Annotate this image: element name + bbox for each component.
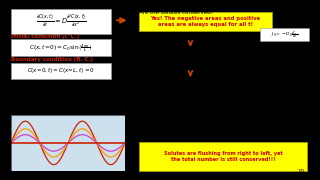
FancyBboxPatch shape — [11, 39, 111, 57]
FancyBboxPatch shape — [11, 9, 111, 33]
FancyBboxPatch shape — [260, 28, 309, 42]
Text: Solutes are flushing from right to left, yet
the total number is still conserved: Solutes are flushing from right to left,… — [164, 151, 282, 162]
Text: $J_0=-D_0\frac{\partial C_0}{\partial x}$: $J_0=-D_0\frac{\partial C_0}{\partial x}… — [271, 29, 298, 41]
Text: Initial condition (I. C.): Initial condition (I. C.) — [11, 34, 79, 39]
FancyBboxPatch shape — [11, 63, 111, 78]
Text: $C(x,t\!=\!0)=C_0\sin\!\left(\frac{4\pi x}{L}\right)$: $C(x,t\!=\!0)=C_0\sin\!\left(\frac{4\pi … — [29, 42, 93, 54]
Text: What is the flux at boundary?: What is the flux at boundary? — [139, 33, 220, 38]
Text: 10: 10 — [297, 169, 304, 174]
FancyBboxPatch shape — [139, 142, 308, 171]
Text: $J(x,t)=-\frac{4\pi C_0 D}{L}\exp\!\left(-D\!\left(\frac{4\pi}{L}\right)^{\!2}\!: $J(x,t)=-\frac{4\pi C_0 D}{L}\exp\!\left… — [154, 51, 245, 63]
Text: Boundary condition (B. C.): Boundary condition (B. C.) — [11, 57, 93, 62]
Text: $C(x\!=\!0,t)=C(x\!=\!L,t)=0$: $C(x\!=\!0,t)=C(x\!=\!L,t)=0$ — [27, 66, 95, 75]
FancyBboxPatch shape — [139, 12, 273, 31]
Text: Yes! The negative areas and positive
areas are always equal for all t!: Yes! The negative areas and positive are… — [150, 16, 261, 27]
Text: $J(0,t)=J(L,t)=-\frac{4\pi C_0 D}{L}\exp\!\left(-D\!\left(\frac{4\pi}{L}\right)^: $J(0,t)=J(L,t)=-\frac{4\pi C_0 D}{L}\exp… — [152, 81, 241, 93]
Text: $C(x,t)=C_0\exp\!\left(-D\!\left(\frac{4\pi}{L}\right)^{\!2}\!t\right)\!\sin\!\l: $C(x,t)=C_0\exp\!\left(-D\!\left(\frac{4… — [19, 90, 104, 102]
Text: Are the solutes conserved?: Are the solutes conserved? — [139, 10, 213, 15]
Text: $\frac{\partial C(x,t)}{\partial t}=D\frac{\partial^2 C(x,t)}{\partial x^2}$: $\frac{\partial C(x,t)}{\partial t}=D\fr… — [36, 12, 86, 30]
Text: Separation of Variables: Separation of Variables — [116, 4, 204, 14]
